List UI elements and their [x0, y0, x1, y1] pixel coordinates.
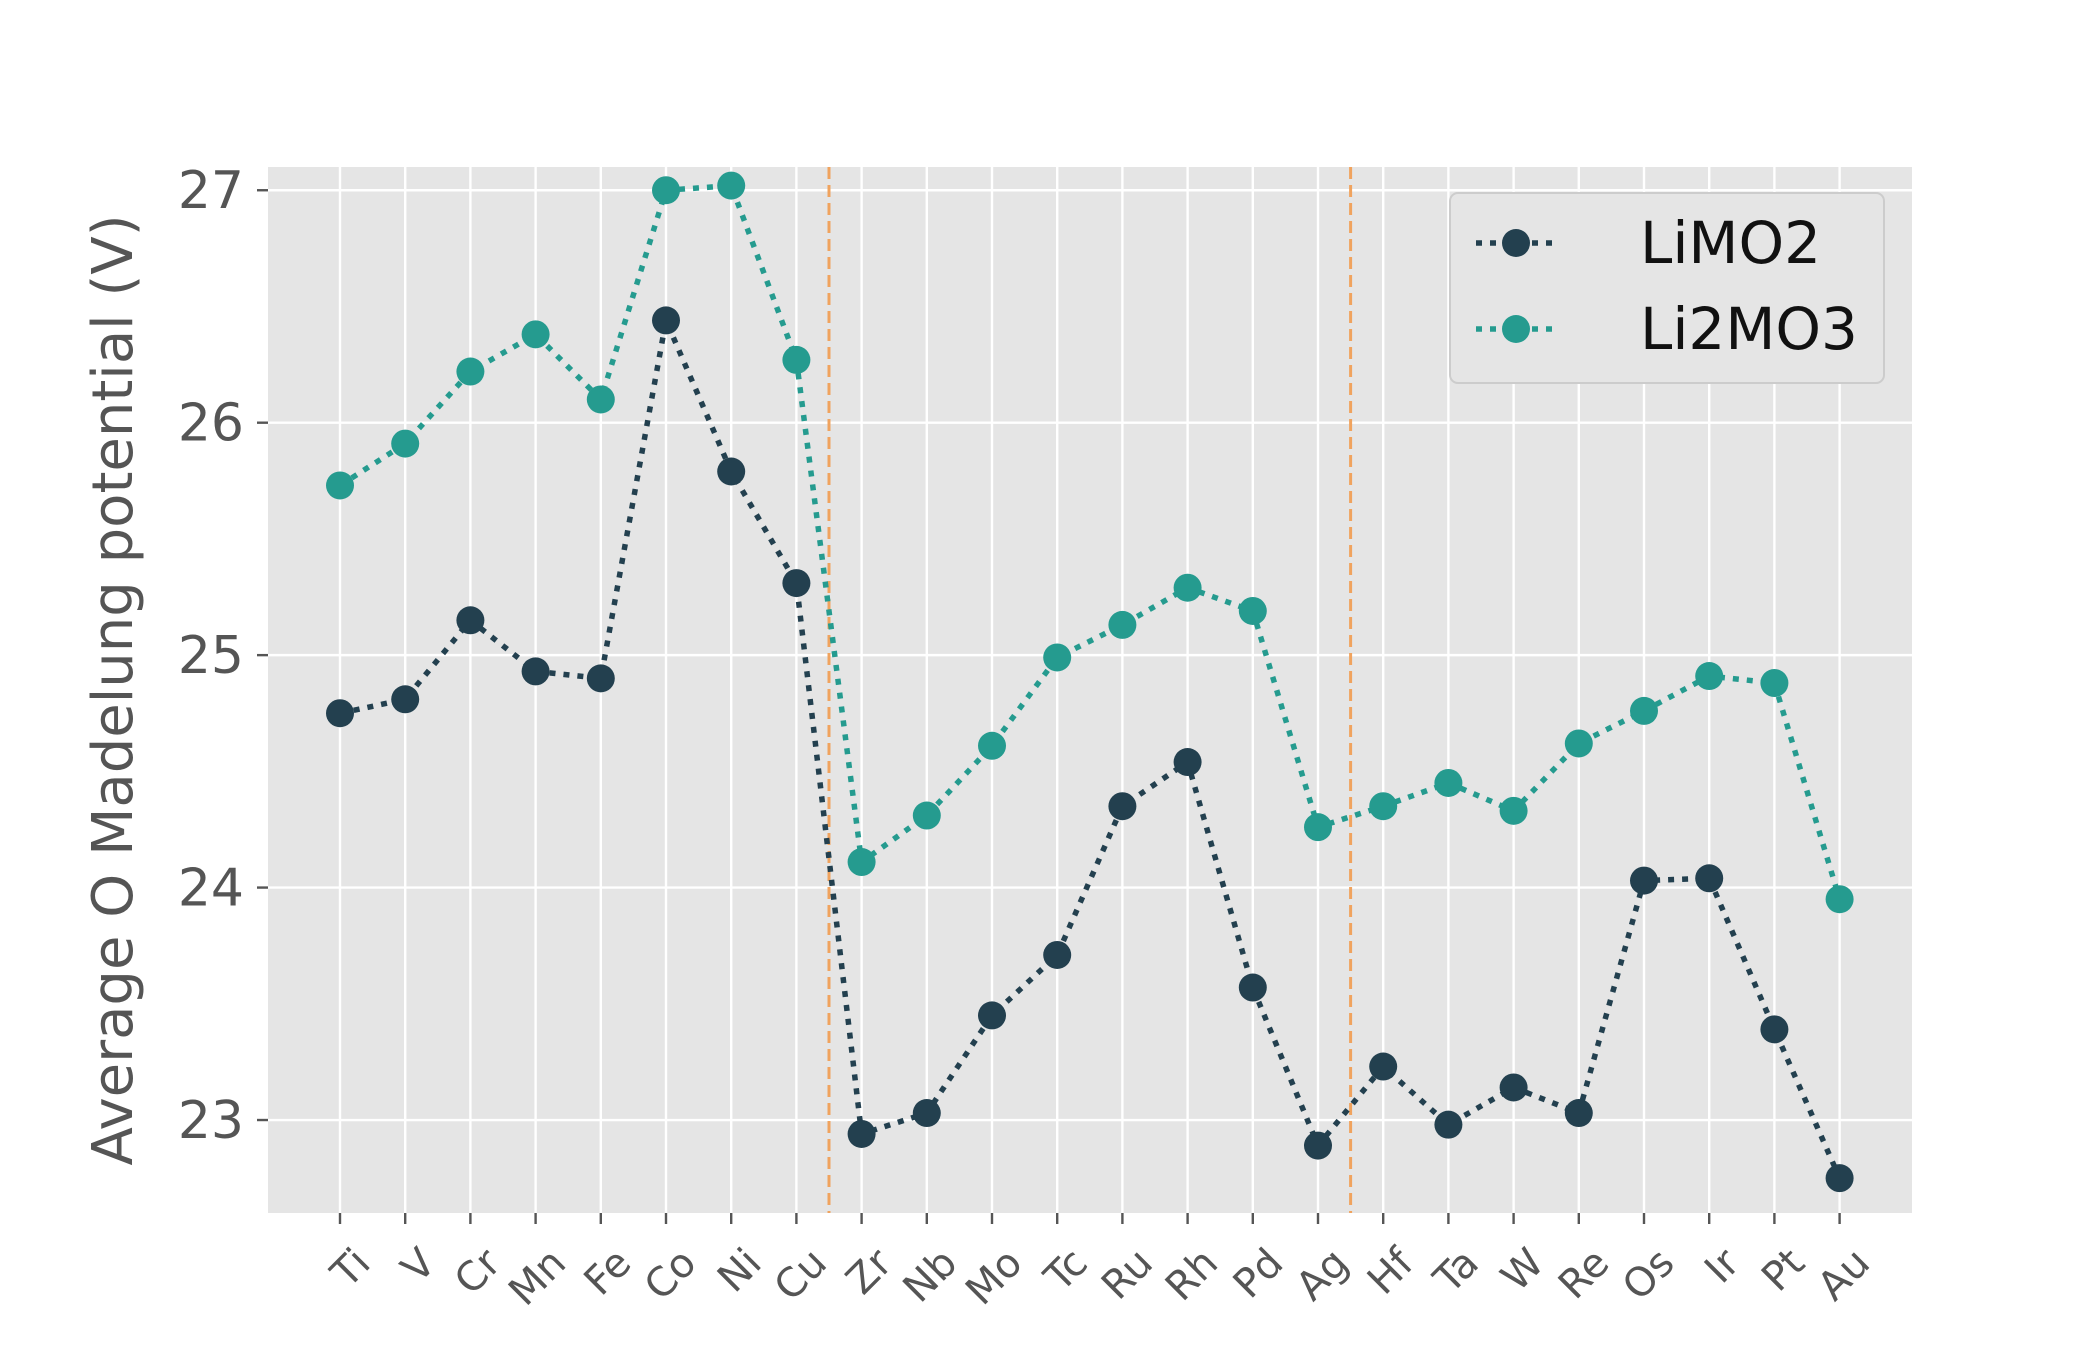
legend-label: Li2MO3	[1640, 295, 1858, 363]
x-tick-label: Tc	[1035, 1240, 1096, 1301]
series-LiMO2	[326, 306, 1854, 1193]
region-dividers	[827, 167, 1353, 1213]
data-point	[1564, 1099, 1593, 1128]
x-tick-label: Ni	[709, 1240, 771, 1302]
data-point	[1695, 662, 1724, 691]
x-tick-label: Re	[1550, 1240, 1618, 1308]
legend-item: LiMO2	[1476, 209, 1821, 277]
data-point	[1173, 573, 1202, 602]
data-point	[1564, 729, 1593, 758]
data-point	[1825, 1164, 1854, 1193]
data-point	[782, 345, 811, 374]
data-point	[1434, 768, 1463, 797]
x-tick-label: Fe	[576, 1240, 641, 1305]
legend-marker	[1502, 229, 1530, 257]
x-tick-label: Ir	[1696, 1240, 1749, 1293]
x-tick-label: Zr	[837, 1240, 901, 1304]
data-point	[521, 657, 550, 686]
data-point	[1173, 748, 1202, 777]
x-tick-label: Os	[1614, 1240, 1684, 1310]
y-tick-label: 24	[178, 859, 244, 919]
series-line	[338, 182, 1843, 900]
x-tick-label: Pd	[1225, 1240, 1293, 1308]
data-point	[1630, 696, 1658, 725]
data-point	[652, 176, 680, 205]
x-tick-label: Pt	[1753, 1240, 1814, 1301]
y-tick-label: 27	[178, 161, 244, 221]
y-tick-label: 26	[178, 394, 244, 454]
data-point	[1043, 940, 1072, 969]
data-point	[586, 664, 615, 693]
data-point	[1304, 1131, 1332, 1160]
legend-label: LiMO2	[1640, 209, 1821, 277]
y-axis: 23 24 25 26 27	[178, 161, 268, 1151]
data-point	[391, 685, 420, 714]
series-group	[326, 171, 1854, 1193]
y-tick-label: 23	[178, 1091, 244, 1151]
data-point	[1760, 1015, 1789, 1044]
data-point	[456, 357, 485, 386]
data-point	[1369, 1052, 1398, 1081]
data-point	[1499, 796, 1528, 825]
x-tick-label: Cu	[766, 1240, 836, 1310]
data-point	[391, 429, 420, 458]
x-tick-label: Rh	[1157, 1240, 1227, 1310]
data-point	[1108, 792, 1137, 821]
x-tick-label: Ru	[1093, 1240, 1162, 1309]
x-tick-label: V	[393, 1239, 445, 1291]
series-Li2MO3	[326, 171, 1854, 914]
x-tick-label: Ti	[322, 1240, 380, 1298]
data-point	[1695, 864, 1724, 893]
data-point	[1043, 643, 1072, 672]
x-tick-label: Cr	[446, 1240, 510, 1304]
data-point	[1108, 610, 1137, 639]
data-point	[978, 731, 1006, 760]
data-point	[912, 801, 941, 830]
data-point	[1499, 1073, 1528, 1102]
data-point	[326, 471, 354, 500]
legend-box	[1449, 192, 1885, 384]
data-point	[847, 848, 876, 877]
data-point	[326, 699, 354, 728]
x-tick-label: Ta	[1425, 1240, 1488, 1303]
data-point	[1434, 1110, 1463, 1139]
x-tick-label: Co	[636, 1240, 706, 1310]
legend-item: Li2MO3	[1476, 295, 1858, 363]
data-point	[782, 569, 811, 598]
x-tick-label: Mn	[500, 1240, 575, 1315]
x-tick-label: Nb	[895, 1240, 967, 1312]
x-tick-label: Ag	[1288, 1240, 1358, 1310]
data-point	[456, 606, 485, 635]
data-point	[978, 1001, 1006, 1030]
data-point	[1238, 596, 1267, 625]
data-point	[1825, 885, 1854, 914]
data-point	[652, 306, 680, 335]
data-point	[717, 457, 746, 486]
data-point	[1304, 813, 1332, 842]
legend-marker	[1502, 315, 1530, 343]
y-axis-label: Average O Madelung potential (V)	[81, 214, 146, 1165]
x-tick-label: Hf	[1359, 1239, 1423, 1303]
x-tick-label: Au	[1809, 1240, 1879, 1310]
data-point	[521, 320, 550, 349]
data-point	[717, 171, 746, 200]
data-point	[912, 1099, 941, 1128]
data-point	[586, 385, 615, 414]
legend: LiMO2 Li2MO3	[1449, 192, 1885, 384]
data-point	[1630, 866, 1658, 895]
data-point	[1238, 973, 1267, 1002]
data-point	[1760, 669, 1789, 698]
y-tick-label: 25	[178, 626, 244, 686]
x-tick-label: Mo	[957, 1240, 1031, 1314]
x-tick-label: W	[1493, 1240, 1554, 1301]
data-point	[1369, 792, 1398, 821]
data-point	[847, 1119, 876, 1148]
